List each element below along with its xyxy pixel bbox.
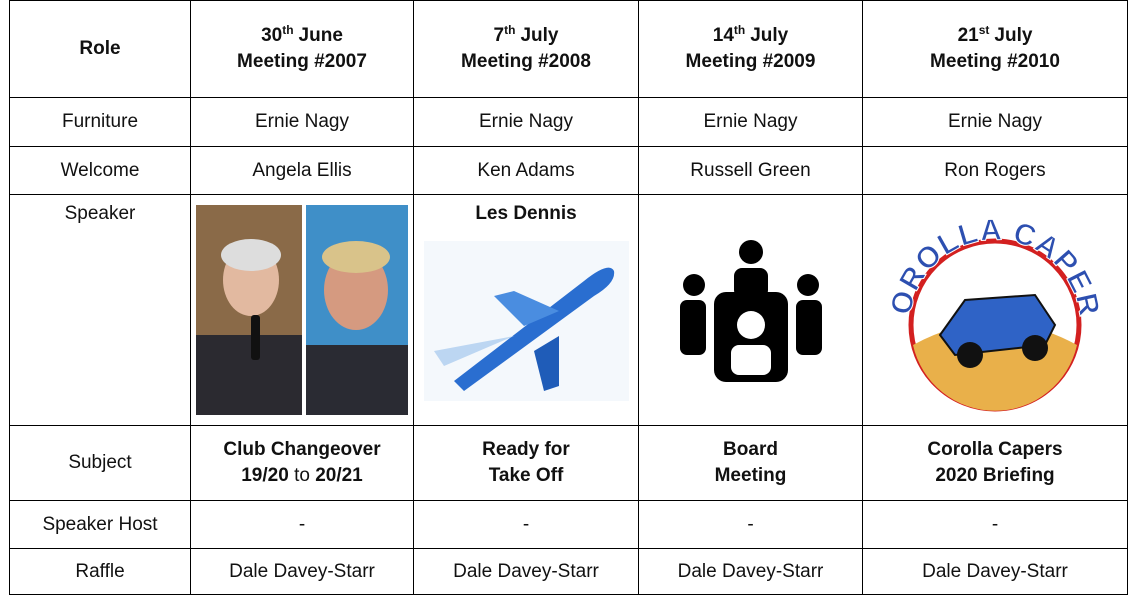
header-cell: 14th July Meeting #2009: [638, 0, 863, 98]
cell: Angela Ellis: [190, 146, 414, 195]
role: Speaker Host: [9, 500, 191, 549]
cell: -: [413, 500, 639, 549]
cell: Ken Adams: [413, 146, 639, 195]
role: Speaker: [9, 194, 191, 426]
raffle-row: Raffle Dale Davey-Starr Dale Davey-Starr…: [9, 548, 1128, 595]
cell: Ron Rogers: [862, 146, 1128, 195]
day: 14: [712, 25, 734, 47]
line: Meeting: [714, 465, 787, 486]
speaker-cell: Les Dennis: [413, 194, 639, 426]
line: Club Changeover: [223, 439, 381, 461]
line: Ready for: [482, 439, 570, 461]
cell: Ready for Take Off: [413, 425, 639, 501]
cell: Ernie Nagy: [413, 97, 639, 147]
line: 2020 Briefing: [935, 465, 1055, 486]
role: Furniture: [9, 97, 191, 147]
cell: Ernie Nagy: [862, 97, 1128, 147]
cell: Dale Davey-Starr: [862, 548, 1128, 595]
cell: -: [638, 500, 863, 549]
cell: Board Meeting: [638, 425, 863, 501]
schedule-table: Role 30th June Meeting #2007 7th July Meetin…: [9, 0, 1128, 595]
speaker-name: Les Dennis: [475, 203, 577, 224]
cell: Dale Davey-Starr: [638, 548, 863, 595]
line-part: 20/21: [315, 465, 363, 486]
welcome-row: Welcome Angela Ellis Ken Adams Russell G…: [9, 146, 1128, 195]
photo-cell: [190, 194, 414, 426]
month: July: [520, 25, 559, 47]
speaker-row: Speaker Les Dennis: [9, 194, 1128, 426]
day: 7: [493, 25, 505, 47]
subject-row: Subject Club Changeover 19/20 to 20/21 Re…: [9, 425, 1128, 501]
speaker-host-row: Speaker Host - - - -: [9, 500, 1128, 549]
meeting: Meeting #2010: [930, 51, 1060, 72]
cell: Dale Davey-Starr: [413, 548, 639, 595]
header-cell: 30th June Meeting #2007: [190, 0, 414, 98]
header-cell: 7th July Meeting #2008: [413, 0, 639, 98]
furniture-row: Furniture Ernie Nagy Ernie Nagy Ernie Na…: [9, 97, 1128, 147]
cell: Russell Green: [638, 146, 863, 195]
meeting: Meeting #2009: [685, 51, 816, 72]
line: Corolla Capers: [927, 439, 1063, 461]
line-part: 19/20: [241, 465, 289, 486]
line: Take Off: [488, 465, 564, 486]
suffix: th: [282, 23, 294, 38]
role: Welcome: [9, 146, 191, 195]
role: Subject: [9, 425, 191, 501]
month: June: [298, 25, 343, 47]
header-cell: 21st July Meeting #2010: [862, 0, 1128, 98]
cell: Ernie Nagy: [638, 97, 863, 147]
line-part: to: [294, 465, 310, 486]
cell: -: [190, 500, 414, 549]
cell: Club Changeover 19/20 to 20/21: [190, 425, 414, 501]
day: 21: [957, 25, 979, 47]
plane-image: [423, 240, 629, 401]
role: Raffle: [9, 548, 191, 595]
header-role: Role: [9, 0, 191, 98]
meeting: Meeting #2007: [237, 51, 367, 72]
cell: Ernie Nagy: [190, 97, 414, 147]
month: July: [994, 25, 1033, 47]
meeting-icon: [679, 240, 822, 382]
suffix: th: [504, 23, 516, 38]
header-row: Role 30th June Meeting #2007 7th July Meetin…: [9, 0, 1128, 98]
cell: Dale Davey-Starr: [190, 548, 414, 595]
meeting: Meeting #2008: [461, 51, 591, 72]
line: Board: [723, 439, 778, 461]
cell: Corolla Capers 2020 Briefing: [862, 425, 1128, 501]
suffix: st: [978, 23, 990, 38]
month: July: [750, 25, 789, 47]
meeting-icon-cell: [638, 194, 863, 426]
suffix: th: [733, 23, 746, 38]
day: 30: [261, 25, 283, 47]
speaker-photos: [196, 205, 408, 415]
cell: -: [862, 500, 1128, 549]
